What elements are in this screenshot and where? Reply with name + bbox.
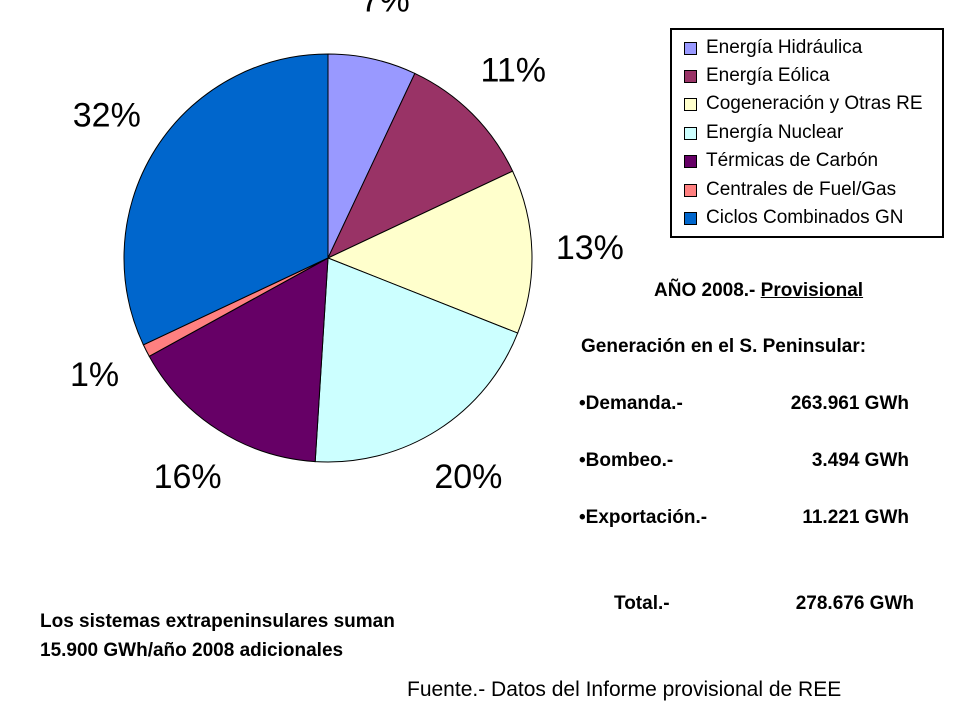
slice-percent-label: 32% — [73, 97, 141, 135]
slice-percent-label: 7% — [361, 0, 410, 19]
pie-slice — [326, 72, 514, 260]
legend-swatch — [684, 154, 697, 168]
legend-item: Energía Eólica — [684, 65, 830, 87]
total-value: 278.676 GWh — [795, 593, 914, 614]
legend-label: Cogeneración y Otras RE — [706, 93, 923, 114]
legend-item: Térmicas de Carbón — [684, 150, 878, 172]
year-heading: AÑO 2008.- Provisional — [654, 280, 863, 302]
slice-percent-label: 1% — [70, 356, 119, 394]
row-value: 3.494 GWh — [811, 450, 909, 471]
legend-item: Centrales de Fuel/Gas — [684, 179, 896, 201]
row-label: •Demanda.- — [579, 393, 683, 414]
pumping-row: •Bombeo.- 3.494 GWh — [579, 450, 909, 474]
legend-swatch — [684, 41, 697, 55]
pie-slice — [326, 170, 533, 334]
row-label: •Exportación.- — [579, 507, 708, 528]
generation-subtitle: Generación en el S. Peninsular: — [581, 336, 867, 357]
year-prefix: AÑO 2008.- — [654, 280, 761, 301]
total-row: Total.- 278.676 GWh — [614, 593, 914, 617]
legend-item: Ciclos Combinados GN — [684, 207, 903, 229]
legend-swatch — [684, 211, 697, 225]
demand-row: •Demanda.- 263.961 GWh — [579, 393, 909, 417]
slice-percent-label: 16% — [154, 458, 222, 496]
legend-swatch — [684, 69, 697, 83]
legend: Energía Hidráulica Energía Eólica Cogene… — [670, 28, 944, 238]
row-label: •Bombeo.- — [579, 450, 674, 471]
legend-item: Energía Nuclear — [684, 122, 843, 144]
legend-item: Energía Hidráulica — [684, 37, 862, 59]
slice-percent-label: 11% — [480, 52, 546, 90]
legend-label: Centrales de Fuel/Gas — [706, 179, 897, 200]
extrapeninsular-note: Los sistemas extrapeninsulares suman 15.… — [40, 607, 395, 665]
legend-item: Cogeneración y Otras RE — [684, 93, 923, 115]
note-line: Los sistemas extrapeninsulares suman — [40, 611, 395, 632]
pie-slice — [148, 257, 329, 463]
slice-percent-label: 13% — [556, 229, 624, 267]
year-status: Provisional — [760, 280, 864, 301]
note-line: 15.900 GWh/año 2008 adicionales — [40, 640, 344, 661]
legend-label: Térmicas de Carbón — [706, 150, 879, 171]
total-label: Total.- — [614, 593, 670, 614]
legend-label: Energía Hidráulica — [706, 37, 863, 58]
source-note: Fuente.- Datos del Informe provisional d… — [407, 678, 842, 701]
pie-slice — [123, 53, 329, 346]
legend-label: Ciclos Combinados GN — [706, 207, 904, 228]
row-value: 11.221 GWh — [802, 507, 909, 528]
legend-swatch — [684, 126, 697, 140]
legend-swatch — [684, 183, 697, 197]
legend-swatch — [684, 97, 697, 111]
legend-label: Energía Nuclear — [706, 122, 844, 143]
pie-slice — [314, 257, 519, 463]
slice-percent-label: 20% — [434, 458, 502, 496]
row-value: 263.961 GWh — [790, 393, 909, 414]
export-row: •Exportación.- 11.221 GWh — [579, 507, 909, 531]
legend-label: Energía Eólica — [706, 65, 830, 86]
